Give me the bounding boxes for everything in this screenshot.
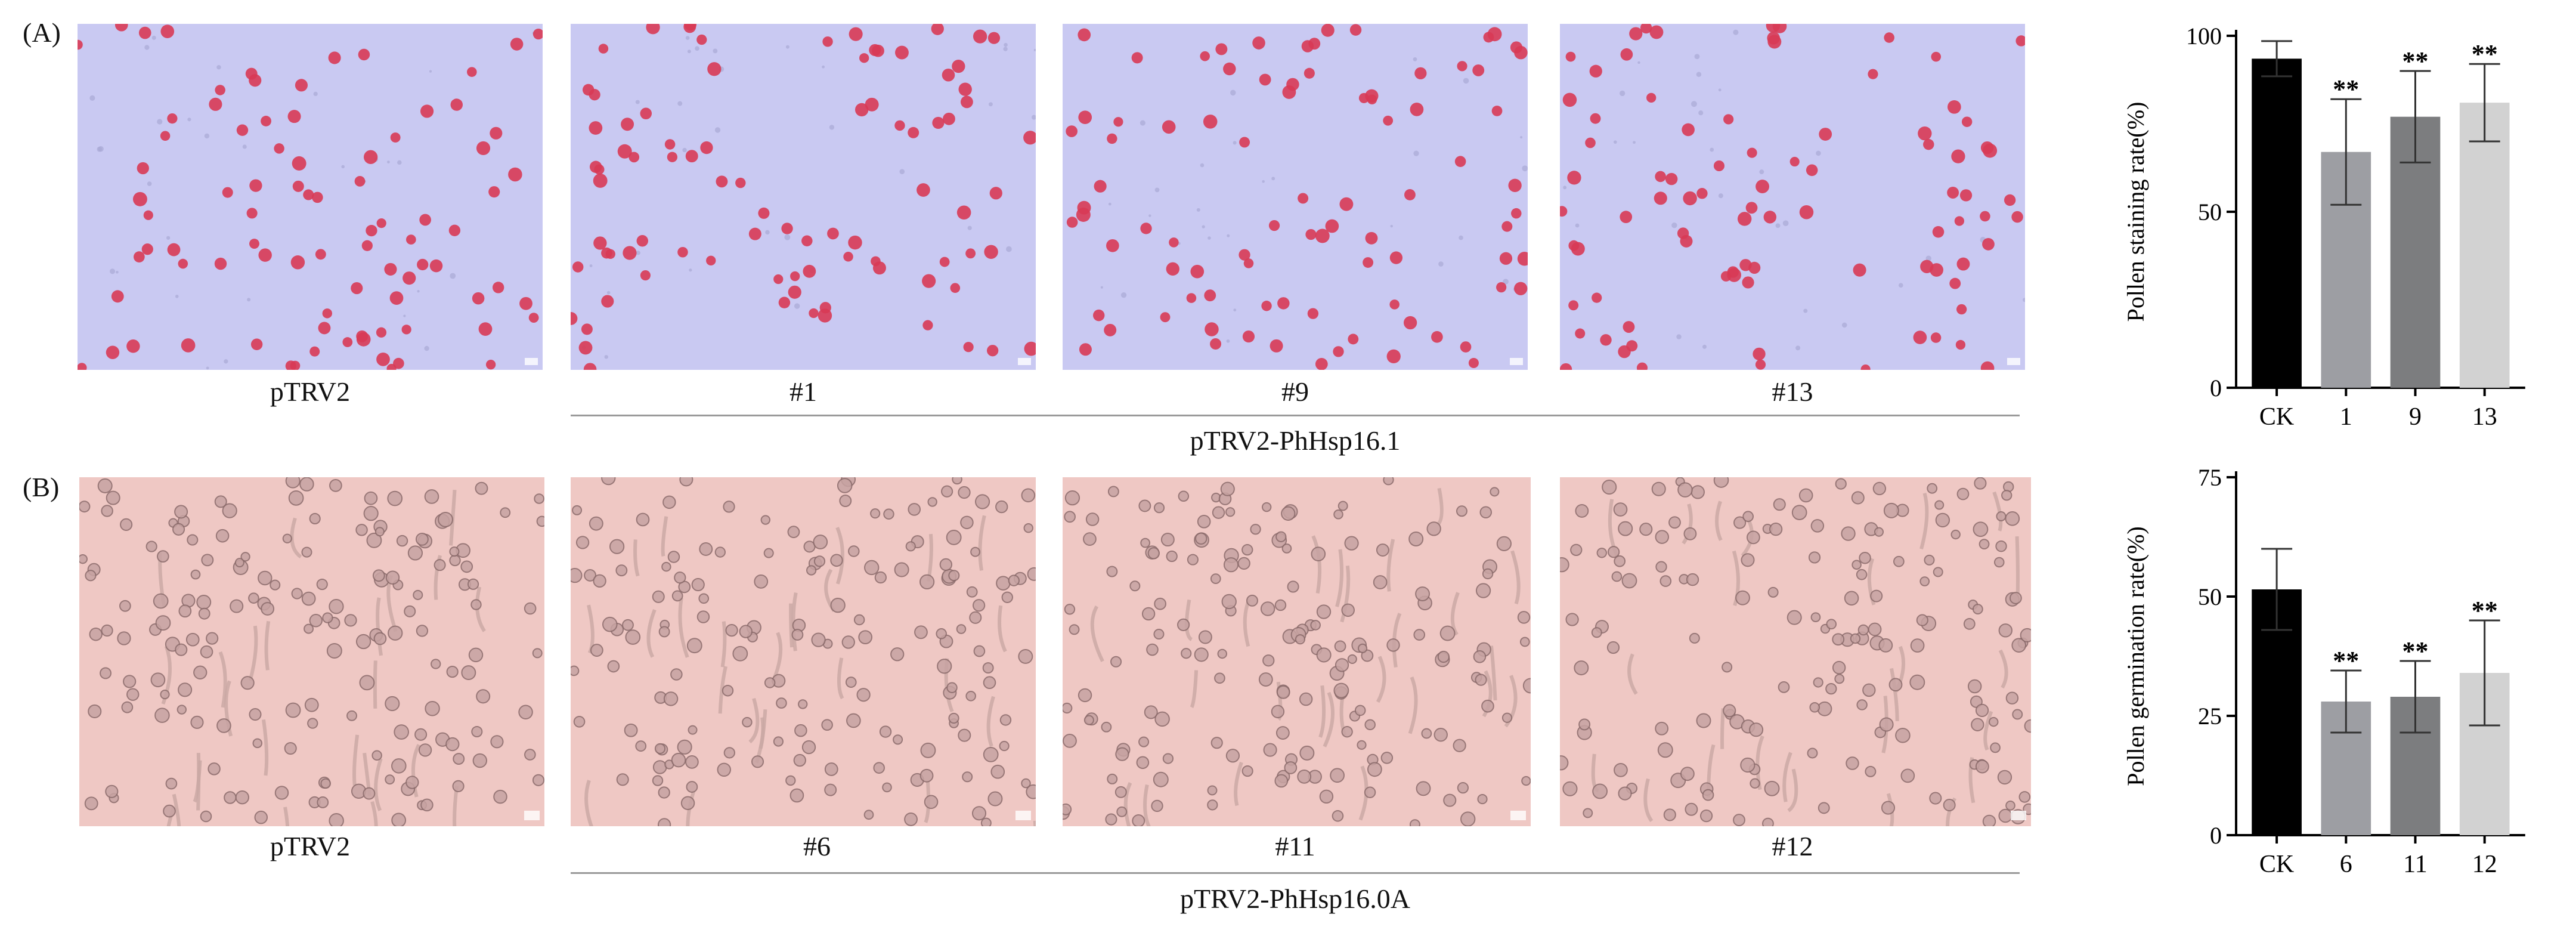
group-caption-b: pTRV2-PhHsp16.0A bbox=[1179, 883, 1411, 914]
x-tick-label: CK bbox=[2259, 403, 2294, 431]
micrograph-a-4 bbox=[1560, 24, 2025, 370]
caption-a-2: #1 bbox=[789, 376, 817, 407]
y-tick-label: 50 bbox=[2198, 583, 2222, 610]
germination-rate-chart: Pollen germination rate(%) 0 25 50 75 CK ** 6 **… bbox=[2081, 464, 2525, 907]
micrograph-b-2-svg bbox=[571, 477, 1036, 826]
y-axis-label: Pollen staining rate(%) bbox=[2122, 102, 2149, 322]
y-tick-label: 0 bbox=[2210, 375, 2222, 401]
y-tick-label: 0 bbox=[2210, 822, 2222, 849]
caption-b-1: pTRV2 bbox=[270, 831, 351, 861]
staining-rate-chart-svg: Pollen staining rate(%) 0 50 100 CK ** 1 ** 9 ** 1… bbox=[2122, 23, 2525, 431]
caption-b-4: #12 bbox=[1772, 831, 1813, 861]
micrograph-a-4-svg bbox=[1560, 24, 2025, 370]
group-line-a bbox=[571, 415, 2020, 416]
significance-label: ** bbox=[2472, 39, 2498, 69]
panel-a-label: (A) bbox=[23, 17, 61, 48]
caption-a-1: pTRV2 bbox=[270, 376, 351, 407]
significance-label: ** bbox=[2402, 47, 2429, 76]
x-tick-label: 11 bbox=[2403, 851, 2427, 878]
y-tick-label: 25 bbox=[2198, 703, 2222, 730]
x-tick-label: 6 bbox=[2340, 851, 2352, 878]
caption-b-3: #11 bbox=[1275, 831, 1315, 861]
germination-rate-chart-svg: Pollen germination rate(%) 0 25 50 75 CK ** 6 **… bbox=[2122, 464, 2525, 878]
caption-a-3: #9 bbox=[1281, 376, 1309, 407]
micrograph-b-4-svg bbox=[1560, 477, 2031, 826]
x-tick-label: 12 bbox=[2472, 851, 2497, 878]
micrograph-a-2 bbox=[571, 24, 1036, 370]
x-tick-label: 13 bbox=[2472, 403, 2497, 431]
micrograph-b-4 bbox=[1560, 477, 2031, 826]
micrograph-a-2-svg bbox=[571, 24, 1036, 370]
y-axis-label: Pollen germination rate(%) bbox=[2122, 526, 2149, 786]
significance-label: ** bbox=[2333, 75, 2359, 104]
group-line-b bbox=[571, 872, 2020, 874]
micrograph-b-3 bbox=[1063, 477, 1531, 826]
significance-label: ** bbox=[2472, 596, 2498, 625]
micrograph-b-2 bbox=[571, 477, 1036, 826]
x-tick-label: CK bbox=[2259, 851, 2294, 878]
caption-a-4: #13 bbox=[1772, 376, 1813, 407]
y-tick-label: 50 bbox=[2198, 199, 2222, 225]
x-tick-label: 1 bbox=[2340, 403, 2352, 431]
micrograph-a-3 bbox=[1063, 24, 1528, 370]
significance-label: ** bbox=[2402, 637, 2429, 666]
micrograph-a-1 bbox=[78, 24, 543, 370]
bar bbox=[2459, 103, 2510, 388]
y-tick-label: 75 bbox=[2198, 464, 2222, 491]
micrograph-b-3-svg bbox=[1063, 477, 1531, 826]
micrograph-a-1-svg bbox=[78, 24, 543, 370]
staining-rate-chart: Pollen staining rate(%) 0 50 100 CK ** 1 ** 9 ** 1… bbox=[2081, 12, 2525, 441]
caption-b-2: #6 bbox=[803, 831, 831, 861]
significance-label: ** bbox=[2333, 646, 2359, 675]
y-tick-label: 100 bbox=[2186, 23, 2222, 50]
bar bbox=[2252, 58, 2302, 388]
x-tick-label: 9 bbox=[2409, 403, 2422, 431]
micrograph-b-1-svg bbox=[79, 477, 544, 826]
micrograph-a-3-svg bbox=[1063, 24, 1528, 370]
group-caption-a: pTRV2-PhHsp16.1 bbox=[1190, 425, 1401, 456]
micrograph-b-1 bbox=[79, 477, 544, 826]
panel-b-label: (B) bbox=[23, 472, 60, 502]
